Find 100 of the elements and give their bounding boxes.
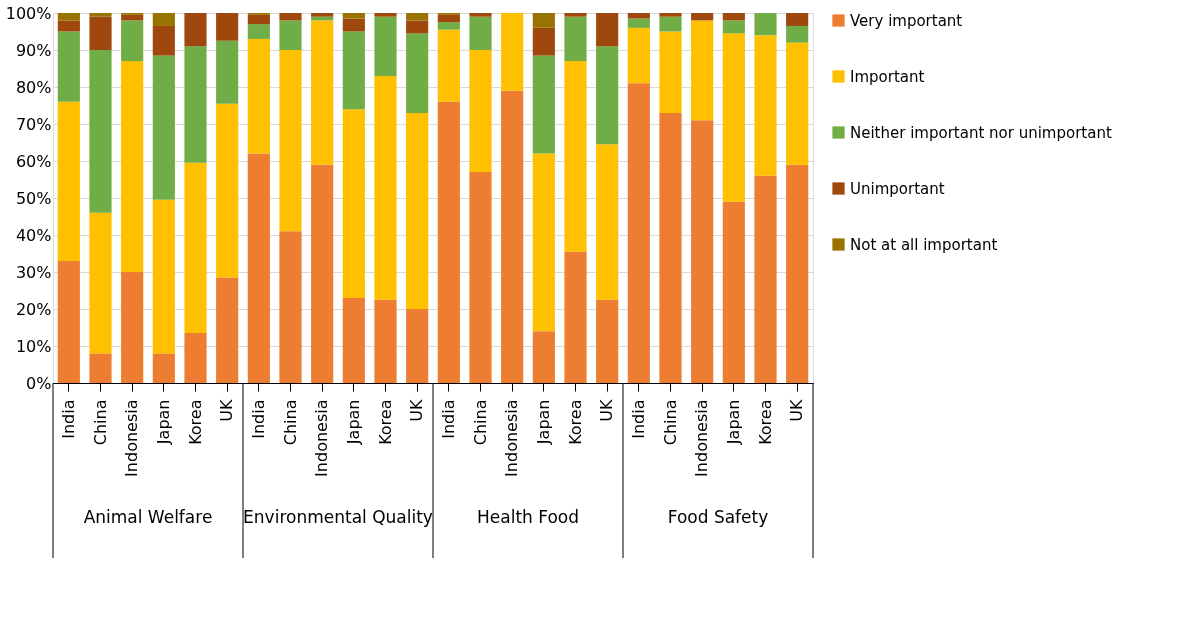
- bar: [311, 13, 334, 17]
- bar: [564, 16, 587, 62]
- x-tick-label: Japan: [343, 399, 363, 446]
- x-tick-label: Korea: [185, 399, 205, 445]
- bar: [437, 14, 460, 23]
- bar: [57, 101, 80, 261]
- y-tick-label: 0%: [26, 373, 52, 393]
- bar: [564, 61, 587, 252]
- x-tick-label: Japan: [723, 399, 743, 446]
- x-tick-label: UK: [597, 398, 617, 422]
- bar: [786, 164, 809, 383]
- bar: [152, 55, 175, 200]
- y-tick-label: 10%: [15, 336, 52, 356]
- bar: [121, 61, 144, 272]
- legend-label: Important: [850, 67, 925, 86]
- bar: [374, 75, 397, 300]
- legend-label: Neither important nor unimportant: [850, 123, 1112, 142]
- bar: [342, 13, 365, 19]
- bar: [184, 162, 207, 334]
- bar: [121, 272, 144, 383]
- y-tick-label: 70%: [15, 114, 52, 134]
- bar: [469, 50, 492, 173]
- bar: [247, 38, 270, 154]
- bar: [754, 35, 777, 176]
- bar: [152, 353, 175, 383]
- bar: [501, 13, 524, 91]
- text: Environmental Quality: [243, 507, 433, 527]
- bar: [532, 55, 555, 154]
- bar: [57, 260, 80, 383]
- bar: [564, 251, 587, 383]
- bar: [501, 90, 524, 383]
- bar: [596, 13, 619, 47]
- bar: [754, 175, 777, 383]
- text: Animal Welfare: [83, 507, 213, 527]
- bar: [786, 42, 809, 165]
- bar: [216, 103, 239, 278]
- x-tick-label: Indonesia: [692, 399, 712, 477]
- y-tick-label: 80%: [15, 77, 52, 97]
- x-tick-label: Indonesia: [502, 399, 522, 477]
- bar: [152, 13, 175, 26]
- bar: [184, 13, 207, 47]
- y-tick-label: 100%: [5, 3, 52, 23]
- bar: [596, 299, 619, 383]
- legend-label: Not at all important: [850, 235, 998, 254]
- bar: [216, 13, 239, 41]
- bar: [342, 109, 365, 298]
- y-tick-label: 90%: [15, 40, 52, 60]
- bar: [437, 101, 460, 383]
- x-tick-label: China: [280, 399, 300, 446]
- legend-label: Very important: [850, 11, 963, 30]
- bar: [627, 13, 650, 19]
- bar: [596, 144, 619, 300]
- bar: [57, 20, 80, 32]
- bar: [722, 33, 745, 202]
- bar: [89, 50, 112, 213]
- x-tick-label: UK: [217, 398, 237, 422]
- bar: [406, 33, 429, 113]
- y-tick-label: 30%: [15, 262, 52, 282]
- bar: [691, 13, 714, 21]
- x-tick-label: UK: [407, 398, 427, 422]
- bar: [596, 46, 619, 145]
- bar: [57, 13, 80, 21]
- x-tick-label: Korea: [755, 399, 775, 445]
- x-tick-label: India: [438, 399, 458, 439]
- x-tick-label: China: [660, 399, 680, 446]
- bar: [659, 31, 682, 113]
- bar: [311, 164, 334, 383]
- bar: [247, 14, 270, 25]
- bar: [469, 13, 492, 17]
- y-tick-label: 20%: [15, 299, 52, 319]
- bar: [627, 18, 650, 28]
- bar: [786, 13, 809, 26]
- bar: [152, 199, 175, 354]
- x-tick-label: Indonesia: [122, 399, 142, 477]
- bar: [406, 112, 429, 309]
- bar: [564, 13, 587, 17]
- text: Health Food: [477, 507, 579, 527]
- bar: [152, 25, 175, 56]
- bar: [184, 46, 207, 163]
- bar: [659, 16, 682, 32]
- bar: [374, 13, 397, 17]
- x-tick-label: China: [90, 399, 110, 446]
- bar: [406, 309, 429, 383]
- bar: [469, 172, 492, 383]
- bar: [691, 120, 714, 383]
- bar: [659, 112, 682, 383]
- bar: [216, 40, 239, 104]
- bar: [627, 27, 650, 84]
- bar: [279, 13, 302, 21]
- bar: [754, 13, 777, 36]
- x-tick-label: Japan: [153, 399, 173, 446]
- bar: [121, 20, 144, 62]
- bar: [722, 13, 745, 21]
- x-tick-label: India: [58, 399, 78, 439]
- x-tick-label: UK: [787, 398, 807, 422]
- x-tick-label: Japan: [533, 399, 553, 446]
- bar: [342, 18, 365, 32]
- x-tick-label: Indonesia: [312, 399, 332, 477]
- bar: [627, 83, 650, 383]
- bar: [659, 13, 682, 17]
